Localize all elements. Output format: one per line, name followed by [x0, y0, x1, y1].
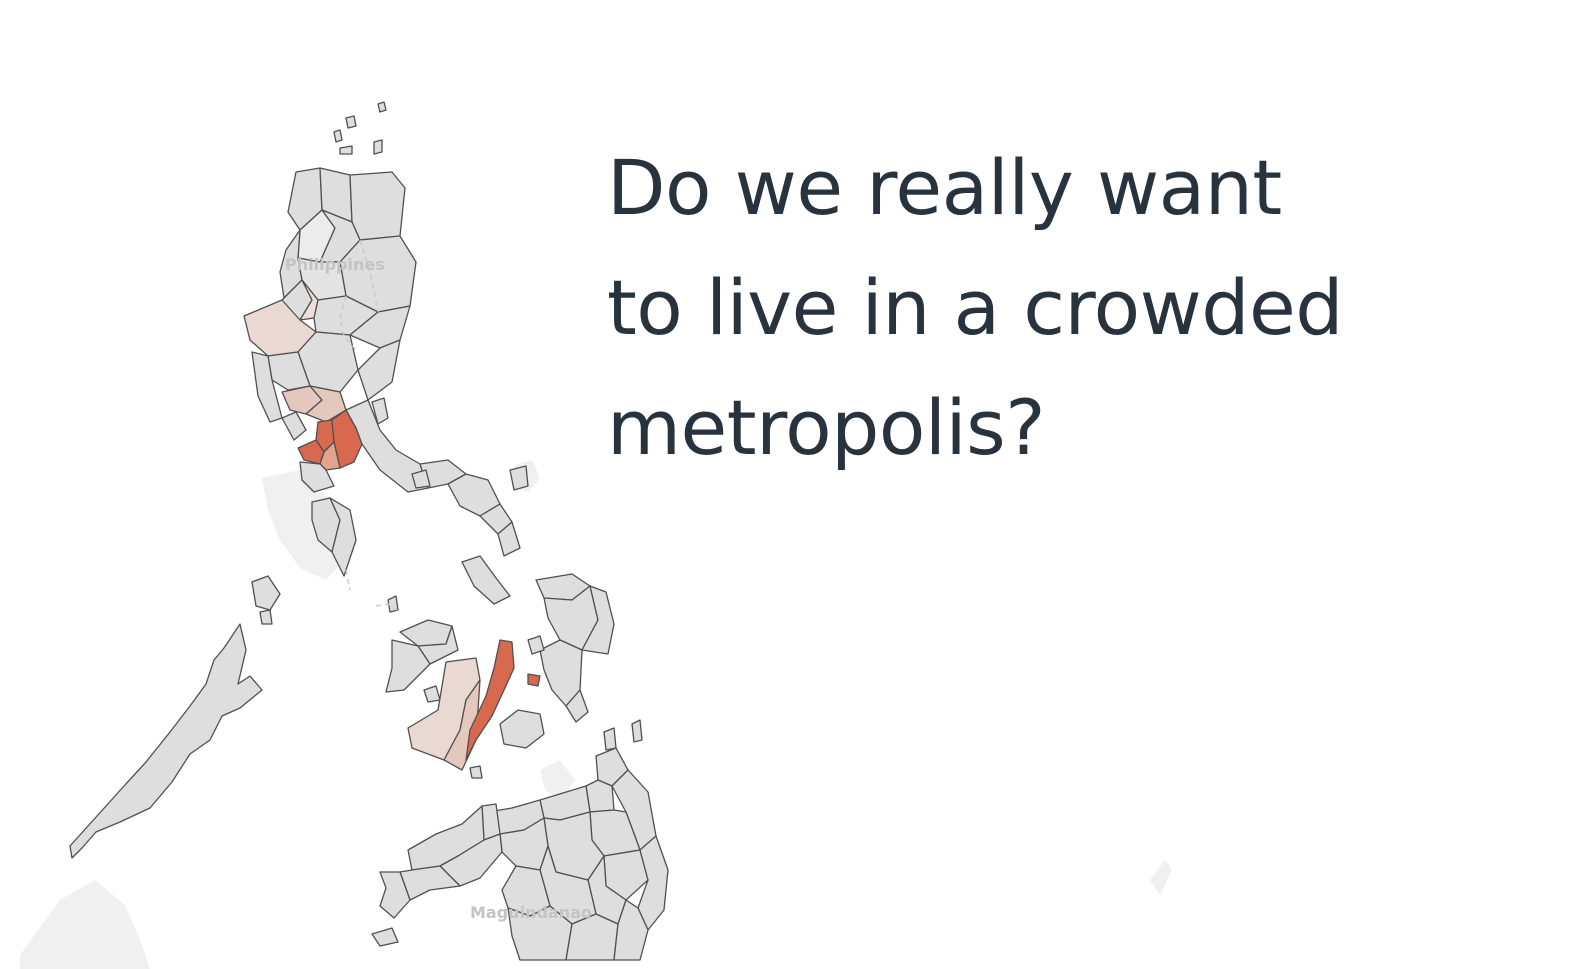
region-visayas	[385, 555, 615, 779]
province-palawan[interactable]	[69, 623, 263, 859]
province-davao-oriental[interactable]	[637, 835, 669, 931]
province-oriental-mindoro[interactable]	[329, 497, 357, 577]
bg-land-mindoro	[262, 470, 348, 580]
background-land	[20, 460, 1172, 969]
province-biliran[interactable]	[527, 635, 545, 655]
island-batanes-2	[345, 115, 357, 129]
province-bohol[interactable]	[499, 709, 545, 749]
province-catanduanes[interactable]	[509, 465, 529, 491]
island-babuyan-2	[339, 145, 353, 155]
province-calamian[interactable]	[251, 575, 281, 611]
admin-boundaries	[339, 239, 401, 613]
province-zamboanga-del-sur[interactable]	[439, 833, 503, 887]
province-laguna[interactable]	[319, 441, 341, 471]
region-mimaropa	[69, 497, 357, 859]
map-label-country: Philippines	[285, 255, 385, 274]
island-calamian-2	[259, 609, 273, 625]
province-aklan[interactable]	[399, 619, 453, 647]
province-cebu[interactable]	[465, 639, 515, 761]
province-siargao[interactable]	[631, 719, 643, 743]
headline: Do we really want to live in a crowded m…	[607, 128, 1567, 488]
province-eastern-samar[interactable]	[581, 585, 615, 655]
province-southern-leyte[interactable]	[565, 689, 589, 723]
headline-line: Do we really want	[607, 143, 1282, 232]
province-polillo[interactable]	[371, 397, 389, 425]
province-zamboanga-city[interactable]	[379, 871, 411, 919]
province-camotes[interactable]	[527, 673, 541, 687]
province-dinagat[interactable]	[603, 727, 617, 751]
headline-line: metropolis?	[607, 383, 1046, 472]
bg-land-mindanao-south	[540, 760, 575, 800]
headline-line: to live in a crowded	[607, 263, 1344, 352]
island-batanes-1	[377, 101, 387, 113]
province-masbate[interactable]	[461, 555, 511, 605]
island-babuyan-3	[373, 139, 383, 155]
region-luzon	[243, 167, 529, 557]
province-aurora[interactable]	[357, 339, 401, 401]
province-siquijor[interactable]	[469, 765, 483, 779]
province-romblon[interactable]	[387, 595, 399, 613]
bg-land-east	[1150, 860, 1172, 895]
province-batangas[interactable]	[299, 461, 335, 493]
island-babuyan-1	[333, 129, 343, 143]
province-davao-del-sur[interactable]	[613, 899, 649, 961]
bg-land-sulu	[20, 880, 150, 969]
province-agusan-del-norte[interactable]	[585, 779, 615, 813]
map-label-region: Maguindanao	[470, 903, 592, 922]
province-cagayan[interactable]	[349, 171, 406, 241]
province-guimaras[interactable]	[423, 685, 441, 703]
province-benguet[interactable]	[299, 279, 319, 321]
islands-batanes-babuyan	[333, 101, 387, 155]
province-iloilo-antique[interactable]	[385, 639, 431, 693]
province-basilan[interactable]	[371, 927, 399, 947]
province-marinduque[interactable]	[411, 469, 431, 489]
province-bataan[interactable]	[281, 411, 307, 441]
province-sorsogon[interactable]	[497, 521, 521, 557]
region-mindanao	[371, 719, 669, 961]
